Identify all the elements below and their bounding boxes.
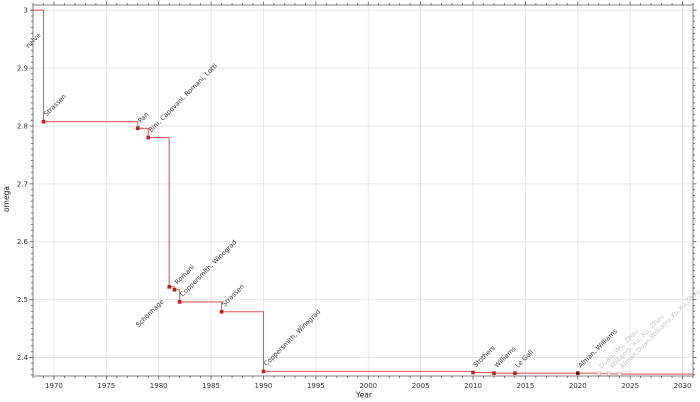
x-tick-label: 2010	[464, 382, 482, 390]
data-point	[513, 371, 517, 375]
point-label: Strassen	[42, 92, 68, 118]
point-label: Schönhage	[134, 298, 165, 329]
x-tick-label: 2005	[412, 382, 430, 390]
gridlines	[33, 5, 693, 376]
data-point	[575, 371, 580, 375]
y-tick-label: 2.4	[17, 354, 29, 362]
y-tick-label: 3	[24, 7, 28, 15]
x-tick-label: 2000	[359, 382, 377, 390]
y-tick-label: 2.8	[17, 122, 28, 130]
data-point	[261, 369, 266, 374]
point-label: Williams, Xu, Xu, Zhou	[608, 313, 666, 371]
x-tick-label: 2020	[569, 382, 587, 390]
data-points	[41, 119, 622, 377]
point-label: Strassen	[220, 283, 246, 309]
point-label: Bini, Capovani, Romani, Lotti	[147, 62, 219, 134]
tick-labels: 1970 1975 1980 1985 1990 1995 2000 2005 2010 2015…	[17, 7, 692, 390]
x-tick-label: 1995	[307, 382, 325, 390]
x-tick-label: 2015	[516, 382, 534, 390]
point-label: Coppersmith, Winograd	[262, 308, 322, 368]
data-point	[167, 285, 171, 289]
point-label: Pan	[137, 111, 151, 125]
data-point	[617, 371, 622, 377]
data-point	[596, 371, 601, 376]
data-point	[219, 309, 224, 314]
data-point	[471, 370, 475, 375]
y-tick-label: 2.6	[17, 238, 29, 246]
data-point	[41, 119, 46, 124]
plot-border	[32, 4, 694, 377]
y-axis-title: omega	[2, 186, 11, 212]
y-tick-label: 2.9	[17, 65, 28, 73]
data-point	[492, 371, 496, 375]
data-point	[177, 300, 182, 304]
x-tick-label: 1975	[97, 382, 115, 390]
data-point	[606, 371, 612, 377]
x-tick-label: 1970	[45, 382, 63, 390]
x-tick-label: 2030	[674, 382, 692, 390]
x-tick-label: 1980	[150, 382, 168, 390]
x-tick-label: 2025	[621, 382, 639, 390]
y-tick-label: 2.7	[17, 180, 28, 188]
axis-ticks	[29, 1, 697, 380]
y-tick-label: 2.5	[17, 296, 28, 304]
x-axis-title: Year	[355, 391, 373, 400]
x-tick-label: 1990	[255, 382, 273, 390]
data-point	[146, 135, 151, 140]
step-line	[33, 9, 693, 375]
x-tick-label: 1985	[202, 382, 220, 390]
data-point	[135, 126, 140, 131]
point-label: Le Gall	[514, 348, 535, 369]
data-point	[172, 287, 177, 292]
